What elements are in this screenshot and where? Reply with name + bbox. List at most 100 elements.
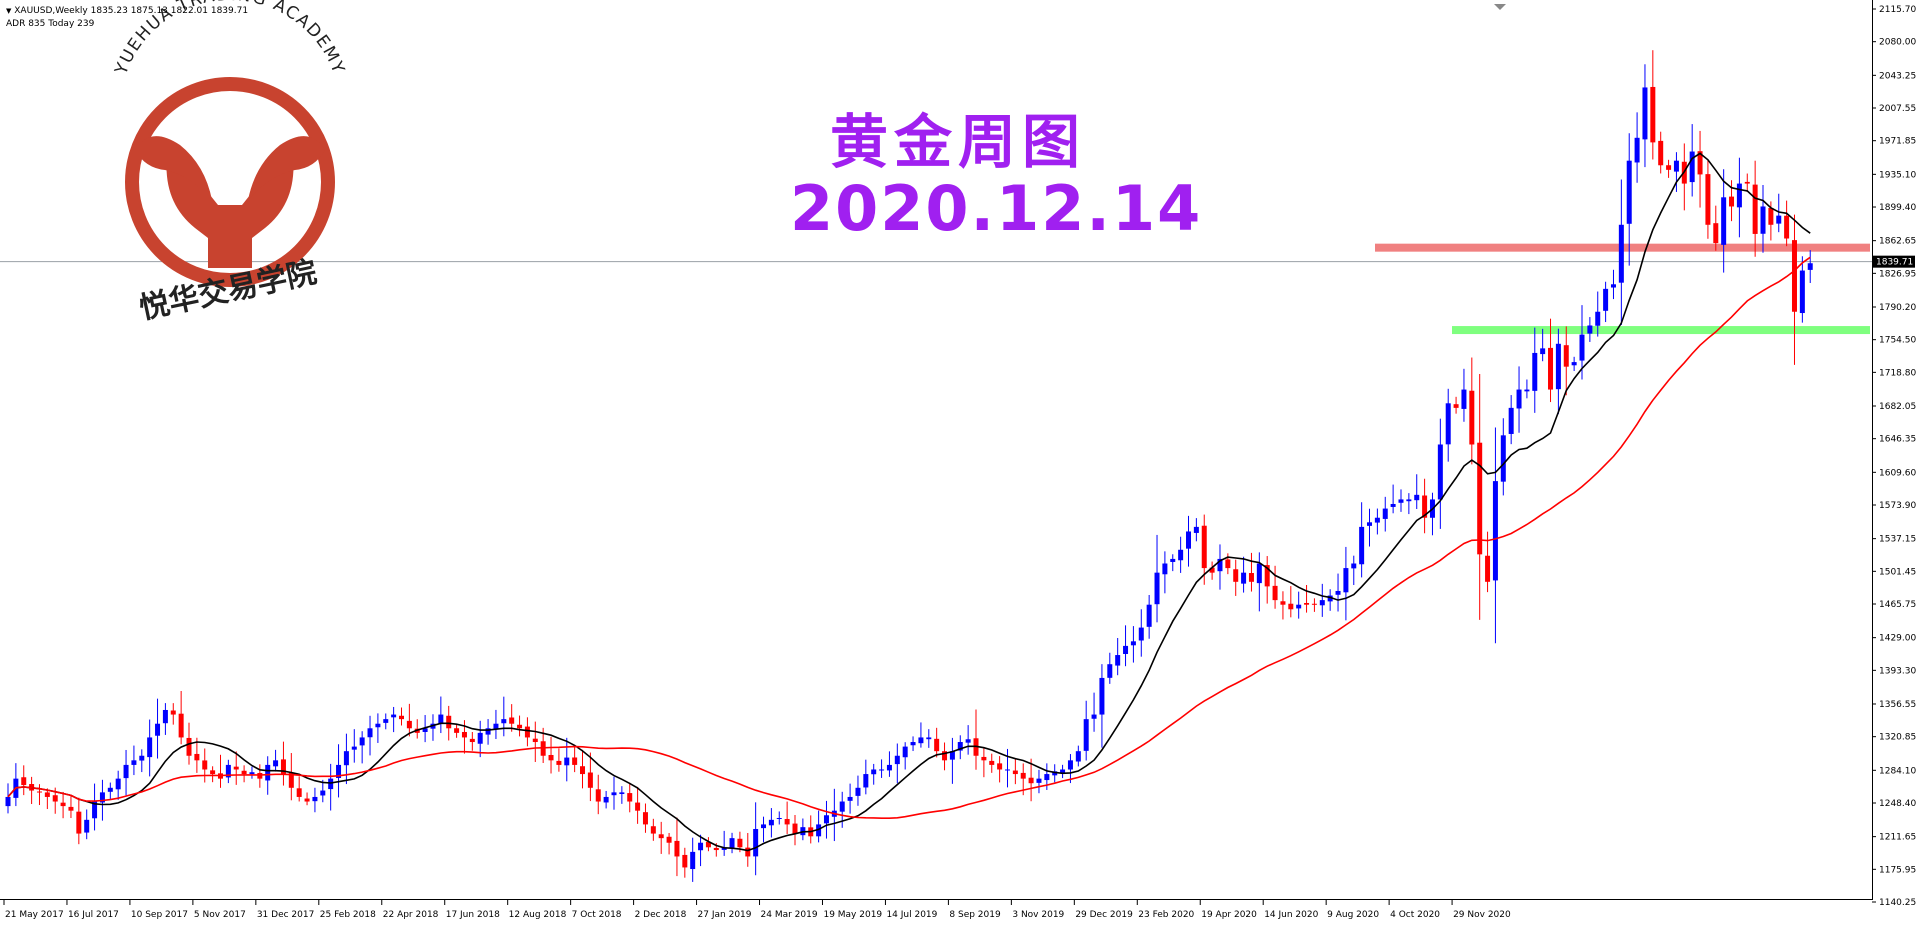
y-tick-label: 1537.15 — [1879, 535, 1916, 545]
bull-candle — [477, 720, 483, 758]
bull-candle — [115, 770, 121, 800]
bull-candle — [312, 787, 318, 813]
y-tick-label: 1320.85 — [1879, 733, 1916, 743]
bull-candle — [1626, 133, 1632, 266]
y-tick-label: 1393.30 — [1879, 666, 1916, 676]
y-tick-label: 1899.40 — [1879, 203, 1916, 213]
bull-candle — [147, 719, 153, 777]
y-tick-label: 1284.10 — [1879, 766, 1916, 776]
bull-candle — [1571, 356, 1577, 371]
bull-candle — [1374, 508, 1380, 535]
bear-candle — [635, 786, 641, 824]
bull-candle — [800, 818, 806, 841]
x-tick-label: 19 May 2019 — [823, 910, 882, 920]
bull-candle — [265, 756, 271, 795]
bear-candle — [572, 745, 578, 773]
bull-candle — [1107, 652, 1113, 684]
bull-candle — [1414, 474, 1420, 510]
x-tick-label: 2 Dec 2018 — [635, 910, 687, 920]
bull-candle — [1532, 327, 1538, 413]
bull-candle — [1359, 502, 1365, 578]
bull-candle — [902, 742, 908, 770]
bear-candle — [666, 832, 672, 855]
y-tick-label: 1826.95 — [1879, 269, 1916, 279]
ma-black-line — [7, 152, 1811, 852]
bear-candle — [1713, 205, 1719, 251]
bear-candle — [21, 765, 27, 796]
x-tick-label: 24 Mar 2019 — [761, 910, 818, 920]
x-tick-label: 7 Oct 2018 — [572, 910, 622, 920]
logo-ring — [125, 77, 335, 287]
bull-candle — [131, 745, 137, 776]
bull-candle — [698, 834, 704, 867]
x-tick-label: 29 Dec 2019 — [1075, 910, 1133, 920]
bull-candle — [1319, 583, 1325, 617]
bull-candle — [430, 714, 436, 741]
bull-candle — [391, 706, 397, 733]
x-tick-label: 23 Feb 2020 — [1138, 910, 1194, 920]
x-tick-label: 12 Aug 2018 — [509, 910, 567, 920]
bear-candle — [202, 748, 208, 783]
bull-candle — [1367, 508, 1373, 547]
bull-candle — [107, 782, 113, 799]
bull-candle — [1807, 250, 1813, 283]
bull-candle — [776, 811, 782, 825]
bull-candle — [1099, 664, 1105, 748]
y-tick-label: 1501.45 — [1879, 567, 1916, 577]
bear-candle — [595, 774, 601, 815]
bear-candle — [1548, 318, 1554, 403]
bear-candle — [1280, 591, 1286, 620]
menu-triangle-icon[interactable]: ▼ — [6, 7, 12, 15]
bull-candle — [1091, 692, 1097, 732]
bull-candle — [1178, 536, 1184, 573]
bull-candle — [1052, 764, 1058, 783]
bull-candle — [768, 808, 774, 838]
bull-candle — [1540, 328, 1546, 362]
y-tick-label: 1175.95 — [1879, 865, 1916, 875]
bear-candle — [981, 747, 987, 778]
bear-candle — [989, 753, 995, 773]
bull-candle — [1760, 184, 1766, 253]
bear-candle — [808, 815, 814, 844]
current-price-tag — [1873, 255, 1915, 268]
bear-candle — [1744, 173, 1750, 192]
bull-candle — [1579, 305, 1585, 380]
bear-candle — [257, 764, 263, 788]
bear-candle — [1288, 586, 1294, 618]
bear-candle — [1422, 478, 1428, 534]
scroll-marker-icon[interactable] — [1494, 4, 1506, 10]
bull-candle — [1036, 769, 1042, 794]
y-tick-label: 2080.00 — [1879, 38, 1916, 48]
bear-candle — [792, 814, 798, 846]
bull-candle — [1406, 493, 1412, 515]
bull-candle — [1115, 637, 1121, 676]
bear-candle — [76, 797, 82, 845]
x-tick-label: 25 Feb 2018 — [320, 910, 376, 920]
bear-candle — [1563, 326, 1569, 396]
x-tick-label: 16 Jul 2017 — [68, 910, 119, 920]
bull-candle — [1524, 379, 1530, 399]
bull-candle — [13, 763, 19, 807]
bull-candle — [5, 783, 11, 814]
bear-candle — [1028, 758, 1034, 802]
bear-candle — [44, 788, 50, 810]
bull-candle — [1067, 754, 1073, 784]
bear-candle — [406, 703, 412, 737]
y-tick-label: 1429.00 — [1879, 634, 1916, 644]
y-tick-label: 1754.50 — [1879, 336, 1916, 346]
bear-candle — [587, 752, 593, 802]
bear-candle — [241, 765, 247, 783]
bear-candle — [532, 721, 538, 762]
bull-candle — [1217, 544, 1223, 590]
bull-candle — [1123, 625, 1129, 667]
bear-candle — [682, 847, 688, 878]
bull-candle — [1186, 515, 1191, 567]
bull-candle — [501, 696, 507, 737]
bear-candle — [210, 766, 216, 783]
bull-candle — [1429, 492, 1435, 536]
bear-candle — [1697, 130, 1703, 208]
bull-candle — [343, 733, 349, 785]
bull-candle — [1241, 556, 1247, 593]
bear-candle — [1469, 357, 1475, 465]
